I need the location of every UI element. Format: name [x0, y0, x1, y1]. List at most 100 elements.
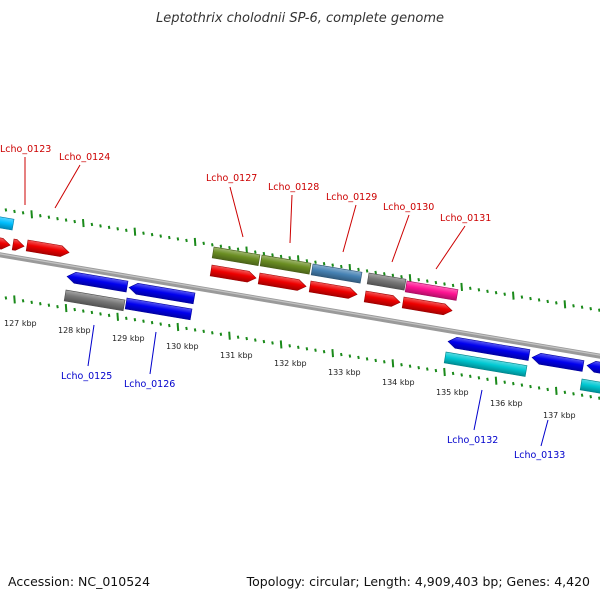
major-tick	[116, 312, 119, 321]
minor-tick	[254, 250, 257, 254]
cds-arrow[interactable]	[11, 238, 25, 252]
major-tick	[443, 367, 446, 377]
cds-arrow[interactable]	[401, 296, 453, 316]
minor-tick	[159, 322, 162, 326]
leader-line	[54, 164, 81, 209]
major-tick	[13, 295, 16, 304]
cds-arrow[interactable]	[308, 280, 358, 300]
minor-tick	[245, 336, 248, 341]
minor-tick	[142, 231, 145, 235]
gene-bar[interactable]	[211, 246, 261, 266]
minor-tick	[443, 282, 446, 286]
minor-tick	[150, 232, 154, 237]
minor-tick	[142, 319, 145, 323]
gene-label-lcho-0125[interactable]: Lcho_0125	[61, 371, 112, 382]
minor-tick	[563, 390, 567, 395]
gene-bar[interactable]	[404, 280, 459, 301]
cds-arrow[interactable]	[25, 239, 70, 258]
minor-tick	[589, 306, 592, 311]
gene-bar[interactable]	[579, 378, 600, 395]
cds-arrow[interactable]	[128, 282, 196, 305]
gene-bar[interactable]	[124, 297, 193, 321]
gene-bar[interactable]	[259, 254, 312, 275]
cds-arrow[interactable]	[447, 336, 531, 361]
minor-tick	[236, 335, 240, 339]
gene-label-lcho-0123[interactable]: Lcho_0123	[0, 144, 51, 155]
minor-tick	[555, 301, 558, 305]
leader-line	[435, 225, 466, 270]
gene-label-lcho-0131[interactable]: Lcho_0131	[440, 213, 491, 224]
minor-tick	[21, 299, 25, 303]
minor-tick	[30, 300, 33, 304]
minor-tick	[185, 326, 188, 331]
cds-arrow[interactable]	[257, 272, 307, 292]
minor-tick	[520, 383, 524, 387]
minor-tick	[271, 253, 274, 257]
minor-tick	[64, 218, 68, 222]
minor-tick	[4, 208, 8, 212]
cds-arrow[interactable]	[531, 352, 585, 372]
minor-tick	[546, 387, 549, 392]
gene-bar[interactable]	[310, 263, 363, 284]
major-tick	[82, 218, 85, 228]
gene-label-lcho-0132[interactable]: Lcho_0132	[447, 435, 498, 446]
minor-tick	[400, 275, 403, 279]
minor-tick	[47, 215, 51, 219]
kbp-label: 131 kbp	[220, 351, 253, 360]
cds-arrow[interactable]	[0, 236, 11, 251]
cds-arrow[interactable]	[586, 360, 600, 375]
cds-arrow[interactable]	[363, 290, 401, 308]
gene-label-lcho-0126[interactable]: Lcho_0126	[124, 379, 175, 390]
minor-tick	[391, 273, 395, 277]
major-tick	[133, 227, 137, 236]
minor-tick	[340, 264, 343, 269]
minor-tick	[56, 304, 59, 309]
gene-bar[interactable]	[443, 351, 528, 377]
minor-tick	[107, 313, 111, 318]
minor-tick	[434, 368, 438, 373]
minor-tick	[73, 219, 76, 224]
kbp-scale-labels: 127 kbp 128 kbp 129 kbp 130 kbp 131 kbp …	[4, 319, 576, 420]
minor-tick	[288, 256, 291, 260]
cds-arrow[interactable]	[66, 271, 129, 293]
minor-tick	[486, 377, 489, 381]
minor-tick	[236, 247, 240, 251]
minor-tick	[503, 380, 506, 384]
minor-tick	[486, 289, 489, 293]
gene-label-lcho-0130[interactable]: Lcho_0130	[383, 202, 434, 213]
gene-label-lcho-0129[interactable]: Lcho_0129	[326, 192, 377, 203]
minor-tick	[546, 299, 549, 304]
minor-tick	[383, 272, 386, 276]
minor-tick	[262, 251, 266, 256]
gene-label-lcho-0128[interactable]: Lcho_0128	[268, 182, 319, 193]
gene-bar[interactable]	[0, 215, 15, 231]
leader-line	[149, 331, 157, 375]
gene-labels: Lcho_0123 Lcho_0124 Lcho_0125 Lcho_0126 …	[0, 144, 565, 461]
minor-tick	[305, 259, 309, 263]
gene-label-lcho-0133[interactable]: Lcho_0133	[514, 450, 565, 461]
gene-bar[interactable]	[63, 289, 126, 312]
minor-tick	[477, 288, 481, 292]
minor-tick	[211, 243, 214, 247]
minor-tick	[512, 381, 515, 386]
minor-tick	[572, 304, 575, 308]
minor-tick	[279, 254, 283, 259]
cds-arrow[interactable]	[209, 264, 257, 283]
gene-label-lcho-0127[interactable]: Lcho_0127	[206, 173, 257, 184]
major-tick	[512, 291, 515, 300]
minor-tick	[90, 222, 94, 227]
minor-tick	[494, 291, 498, 295]
minor-tick	[116, 227, 119, 231]
minor-tick	[262, 339, 266, 344]
gene-bar[interactable]	[366, 272, 407, 291]
minor-tick	[460, 373, 463, 377]
leader-line	[229, 186, 244, 238]
gene-label-lcho-0124[interactable]: Lcho_0124	[59, 152, 110, 163]
minor-tick	[580, 393, 584, 397]
minor-tick	[21, 211, 25, 215]
minor-tick	[322, 261, 326, 266]
minor-tick	[133, 318, 137, 322]
minor-tick	[383, 360, 386, 364]
major-tick	[193, 237, 197, 246]
